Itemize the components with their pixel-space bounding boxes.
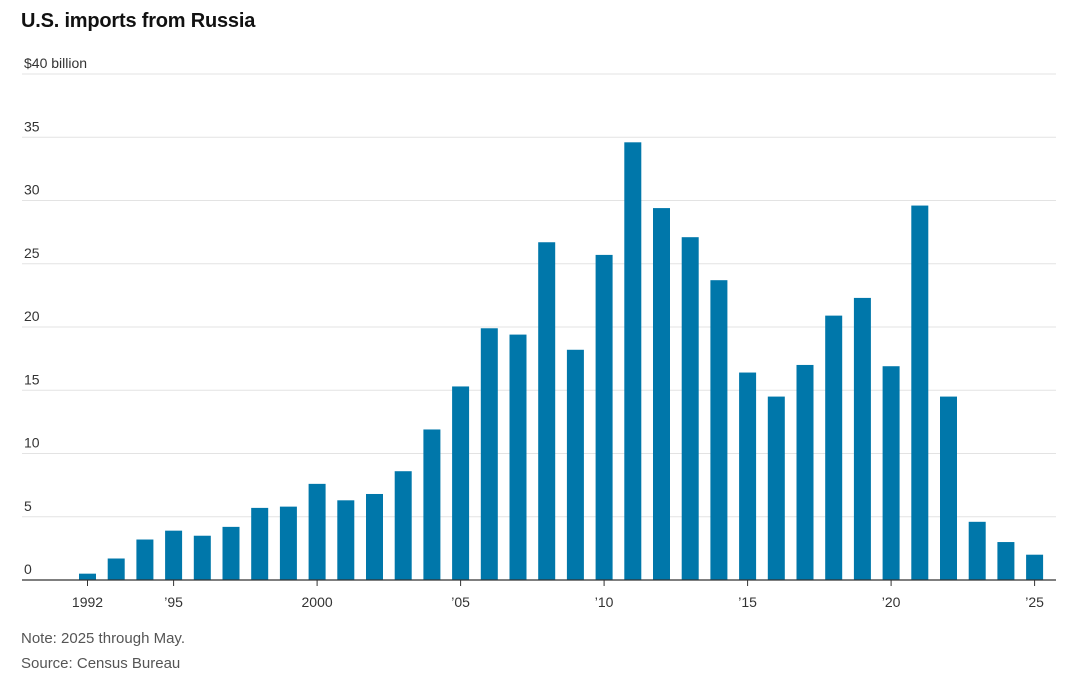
x-tick-label: ’10 — [595, 594, 614, 610]
bar-1994 — [136, 539, 154, 580]
bar-2008 — [538, 242, 556, 580]
bar-2003 — [394, 471, 412, 580]
y-tick-label: 15 — [24, 371, 40, 387]
bar-2015 — [739, 372, 757, 580]
bar-2005 — [452, 386, 470, 580]
bar-1992 — [79, 573, 96, 580]
x-axis — [22, 579, 1056, 586]
y-tick-label: 30 — [24, 182, 40, 198]
x-tick-label: ’95 — [164, 594, 183, 610]
x-tick-label: ’25 — [1025, 594, 1044, 610]
bar-2011 — [624, 142, 642, 580]
bar-2012 — [653, 208, 670, 580]
x-tick-label: 2000 — [302, 594, 333, 610]
bar-2000 — [308, 483, 326, 580]
bar-1999 — [279, 506, 297, 580]
bar-2018 — [825, 315, 843, 580]
chart-source: Source: Census Bureau — [21, 655, 181, 672]
bar-2013 — [681, 237, 699, 580]
y-tick-label: 35 — [24, 118, 40, 134]
y-tick-label: 5 — [24, 498, 32, 514]
y-tick-label: 0 — [24, 561, 32, 577]
chart-title: U.S. imports from Russia — [21, 10, 256, 32]
bar-2025 — [1026, 554, 1044, 580]
bar-2020 — [882, 366, 900, 580]
x-tick-label: ’05 — [451, 594, 470, 610]
bar-1997 — [222, 526, 240, 580]
x-tick-label: 1992 — [72, 594, 103, 610]
bar-1995 — [165, 530, 183, 580]
bar-1993 — [107, 558, 125, 580]
bar-2010 — [595, 254, 613, 580]
y-tick-label: 25 — [24, 245, 40, 261]
bar-1998 — [251, 507, 269, 580]
bar-2006 — [480, 328, 498, 580]
bar-2004 — [423, 429, 441, 580]
bar-1996 — [193, 535, 211, 580]
bar-2007 — [509, 334, 527, 580]
bar-2009 — [566, 349, 584, 580]
x-tick-label: ’15 — [738, 594, 757, 610]
bar-2019 — [853, 297, 871, 580]
bar-2016 — [767, 396, 785, 580]
bar-2021 — [911, 205, 929, 580]
bar-2023 — [968, 521, 986, 580]
y-tick-label: 10 — [24, 435, 40, 451]
bar-2024 — [997, 542, 1015, 580]
chart-note: Note: 2025 through May. — [21, 630, 185, 647]
bar-2002 — [366, 493, 383, 580]
x-tick-label: ’20 — [882, 594, 901, 610]
bars — [79, 142, 1044, 580]
x-axis-tick-labels: 1992 ’95 2000 ’05 ’10 ’15 ’20 ’25 — [72, 594, 1044, 610]
bar-2001 — [337, 500, 355, 580]
bar-2014 — [710, 280, 728, 580]
bar-2022 — [940, 396, 957, 580]
y-tick-label: $40 billion — [24, 55, 87, 71]
y-tick-label: 20 — [24, 308, 40, 324]
y-axis-tick-labels: 0 5 10 15 20 25 30 35 $40 billion — [24, 55, 87, 577]
bar-2017 — [796, 364, 814, 580]
